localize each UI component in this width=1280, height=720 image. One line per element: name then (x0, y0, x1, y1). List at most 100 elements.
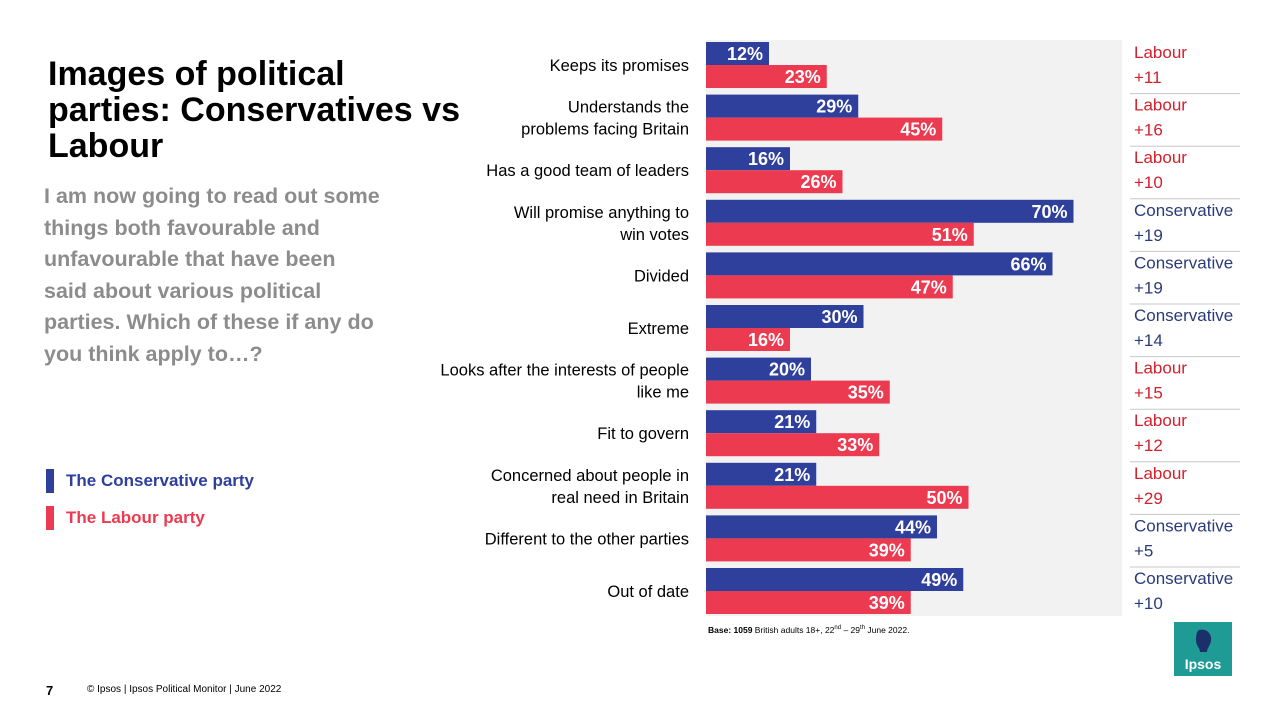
bar-labour-8 (706, 485, 969, 509)
bar-value-label: 16% (748, 330, 784, 350)
bar-value-label: 70% (1031, 202, 1067, 222)
category-label: Different to the other parties (485, 530, 689, 548)
bar-value-label: 21% (774, 412, 810, 432)
bar-value-label: 30% (821, 307, 857, 327)
lead-party: Labour (1134, 359, 1187, 378)
legend-swatch-conservative (46, 469, 54, 493)
lead-value: +29 (1134, 489, 1163, 508)
category-label: Extreme (628, 320, 689, 338)
bar-labour-5 (706, 328, 790, 351)
legend-label-labour: The Labour party (66, 508, 205, 527)
base-note-sup-nd: nd (834, 625, 842, 632)
bar-value-label: 39% (869, 540, 905, 560)
lead-party: Conservative (1134, 569, 1233, 588)
base-note-mid: – 29 (841, 625, 860, 635)
bar-conservative-5 (706, 305, 864, 328)
bar-conservative-0 (706, 42, 769, 65)
bar-value-label: 39% (869, 593, 905, 613)
category-label: Understands the (568, 99, 689, 117)
bar-value-label: 26% (800, 172, 836, 192)
lead-value: +10 (1134, 173, 1163, 192)
footer-text: © Ipsos | Ipsos Political Monitor | June… (87, 684, 282, 695)
bar-value-label: 12% (727, 44, 763, 64)
lead-party: Labour (1134, 96, 1187, 115)
bar-conservative-1 (706, 94, 859, 118)
question-text: I am now going to read out some things b… (44, 184, 380, 366)
bar-value-label: 33% (837, 435, 873, 455)
logo-text: Ipsos (1185, 656, 1222, 672)
bar-conservative-4 (706, 252, 1053, 276)
category-label: Keeps its promises (550, 57, 689, 75)
base-note-bold: Base: 1059 (708, 625, 753, 635)
category-label: Has a good team of leaders (486, 162, 689, 180)
page-number: 7 (46, 683, 54, 698)
lead-party: Labour (1134, 148, 1187, 167)
lead-value: +11 (1134, 68, 1162, 87)
bar-labour-1 (706, 117, 943, 141)
lead-value: +5 (1134, 541, 1153, 560)
bar-value-label: 66% (1010, 254, 1046, 274)
lead-value: +19 (1134, 226, 1163, 245)
category-label: Will promise anything to (514, 204, 689, 222)
ipsos-logo: Ipsos (1174, 622, 1232, 676)
category-label: like me (637, 384, 689, 402)
bar-labour-7 (706, 433, 880, 457)
bar-value-label: 21% (774, 465, 810, 485)
bar-labour-10 (706, 591, 911, 614)
lead-party: Labour (1134, 411, 1187, 430)
bar-value-label: 44% (895, 517, 931, 537)
category-label: Divided (634, 267, 689, 285)
category-label: Fit to govern (597, 425, 689, 443)
category-label: Concerned about people in (491, 467, 689, 485)
legend-labour: The Labour party (46, 506, 205, 530)
base-note-sup-th: th (860, 625, 866, 632)
bar-value-label: 29% (816, 97, 852, 117)
bar-labour-3 (706, 222, 974, 246)
lead-party: Labour (1134, 43, 1187, 62)
bar-value-label: 35% (848, 383, 884, 403)
base-note-post: June 2022. (865, 625, 910, 635)
base-note-pre: British adults 18+, 22 (752, 625, 835, 635)
bar-labour-6 (706, 380, 890, 404)
legend-swatch-labour (46, 506, 54, 530)
bar-value-label: 23% (785, 67, 821, 87)
bar-labour-4 (706, 275, 953, 299)
lead-value: +14 (1134, 331, 1163, 350)
lead-value: +10 (1134, 594, 1163, 613)
bar-value-label: 45% (900, 120, 936, 140)
lead-value: +12 (1134, 436, 1163, 455)
bar-value-label: 49% (921, 570, 957, 590)
base-note: Base: 1059 British adults 18+, 22nd – 29… (708, 625, 909, 635)
lead-value: +19 (1134, 278, 1163, 297)
bar-value-label: 47% (911, 277, 947, 297)
bar-value-label: 51% (932, 225, 968, 245)
bar-conservative-2 (706, 147, 790, 171)
bar-conservative-7 (706, 410, 817, 434)
lead-value: +16 (1134, 121, 1163, 140)
bar-labour-0 (706, 65, 827, 88)
legend-label-conservative: The Conservative party (66, 471, 255, 490)
bar-conservative-6 (706, 357, 811, 381)
category-label: Looks after the interests of people (440, 362, 689, 380)
legend-conservative: The Conservative party (46, 469, 254, 493)
category-label: problems facing Britain (521, 121, 689, 139)
page-title: Images of political parties: Conservativ… (48, 55, 460, 165)
bar-value-label: 50% (926, 488, 962, 508)
category-label: real need in Britain (551, 489, 689, 507)
bar-conservative-8 (706, 462, 817, 486)
category-label: Out of date (607, 583, 689, 601)
lead-party: Conservative (1134, 253, 1233, 272)
lead-party: Conservative (1134, 201, 1233, 220)
lead-value: +15 (1134, 384, 1163, 403)
bar-conservative-10 (706, 568, 964, 591)
bar-labour-2 (706, 170, 843, 194)
bar-labour-9 (706, 538, 911, 562)
bar-value-label: 16% (748, 149, 784, 169)
lead-party: Conservative (1134, 516, 1233, 535)
lead-party: Labour (1134, 464, 1187, 483)
bar-conservative-9 (706, 515, 937, 539)
bar-conservative-3 (706, 199, 1074, 223)
lead-party: Conservative (1134, 306, 1233, 325)
category-label: win votes (619, 226, 689, 244)
